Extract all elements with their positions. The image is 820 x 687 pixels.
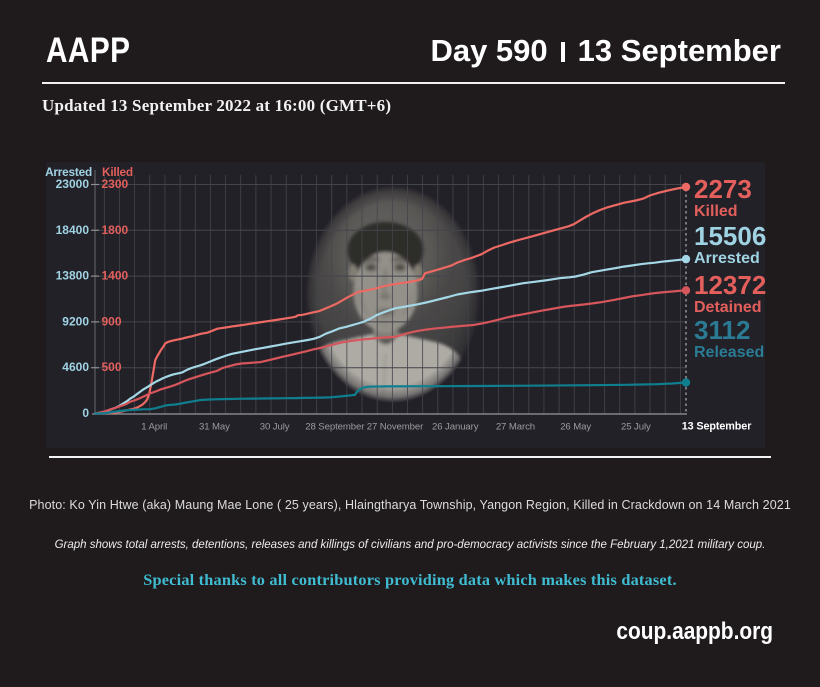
footer-divider xyxy=(49,456,771,458)
arrested-line xyxy=(93,258,688,415)
arrested-end-value: 15506 xyxy=(694,221,767,251)
day-count: Day 590 xyxy=(430,33,548,68)
released-end-dot xyxy=(681,378,691,387)
detained-end-dot xyxy=(681,286,691,295)
header-date: 13 September xyxy=(577,33,781,68)
killed-tick-label: 2300 xyxy=(102,177,129,191)
x-tick-label: 27 March xyxy=(496,422,535,433)
killed-tick-label: 1400 xyxy=(102,269,129,283)
x-tick-label: 30 July xyxy=(260,422,290,433)
graph-note: Graph shows total arrests, detentions, r… xyxy=(54,539,766,551)
arrested-tick-label: 4600 xyxy=(62,360,89,374)
arrested-axis-title: Arrested xyxy=(45,165,92,179)
x-tick-label: 28 September xyxy=(305,422,365,433)
released-line xyxy=(93,381,688,415)
arrested-tick-label: 9200 xyxy=(62,314,89,328)
x-tick-label: 26 January xyxy=(432,422,479,433)
released-end-value: 3112 xyxy=(694,315,751,345)
x-tick-label: 26 May xyxy=(560,422,591,433)
detained-end-label: 12372 Detained xyxy=(694,272,766,316)
x-tick-label: 1 April xyxy=(141,422,167,433)
arrested-tick-label: 18400 xyxy=(56,223,90,237)
killed-end-value: 2273 xyxy=(694,174,752,204)
arrested-end-label: 15506 Arrested xyxy=(694,223,766,267)
released-end-label: 3112 Released xyxy=(694,317,764,361)
arrested-end-dot xyxy=(681,254,691,264)
x-tick-label: 13 September xyxy=(682,421,753,433)
updated-line: Updated 13 September 2022 at 16:00 (GMT+… xyxy=(42,96,392,115)
arrested-end-name: Arrested xyxy=(694,250,760,267)
header-divider xyxy=(42,82,785,84)
series-lines xyxy=(93,185,688,415)
separator-bar xyxy=(560,42,565,62)
axis-labels: Arrested Killed 0 4600 9200 13800 18400 23000 50… xyxy=(45,165,752,433)
gridlines xyxy=(95,175,686,414)
arrested-tick-label: 13800 xyxy=(56,269,90,283)
killed-tick-label: 1800 xyxy=(102,223,129,237)
detained-end-name: Detained xyxy=(694,299,762,316)
axes xyxy=(91,170,687,415)
killed-line xyxy=(93,185,688,415)
arrested-tick-label: 23000 xyxy=(56,177,90,191)
killed-end-label: 2273 Killed xyxy=(694,176,752,220)
thanks-line: Special thanks to all contributors provi… xyxy=(143,570,677,589)
detained-line xyxy=(93,289,688,415)
killed-end-dot xyxy=(681,182,691,192)
released-end-name: Released xyxy=(694,344,765,361)
arrested-tick-label: 0 xyxy=(82,406,89,420)
brand-title: AAPP xyxy=(46,31,131,70)
x-tick-label: 25 July xyxy=(621,422,651,433)
killed-end-name: Killed xyxy=(694,203,738,220)
day-title: Day 590 13 September xyxy=(430,35,781,66)
x-tick-label: 27 November xyxy=(367,422,424,433)
photo-caption: Photo: Ko Yin Htwe (aka) Maung Mae Lone … xyxy=(29,498,791,512)
killed-tick-label: 900 xyxy=(102,314,122,328)
detained-end-value: 12372 xyxy=(694,270,767,300)
killed-axis-title: Killed xyxy=(102,165,133,179)
x-tick-label: 31 May xyxy=(199,422,230,433)
killed-tick-label: 500 xyxy=(102,360,122,374)
end-markers xyxy=(681,182,691,387)
website: coup.aappb.org xyxy=(616,618,773,645)
